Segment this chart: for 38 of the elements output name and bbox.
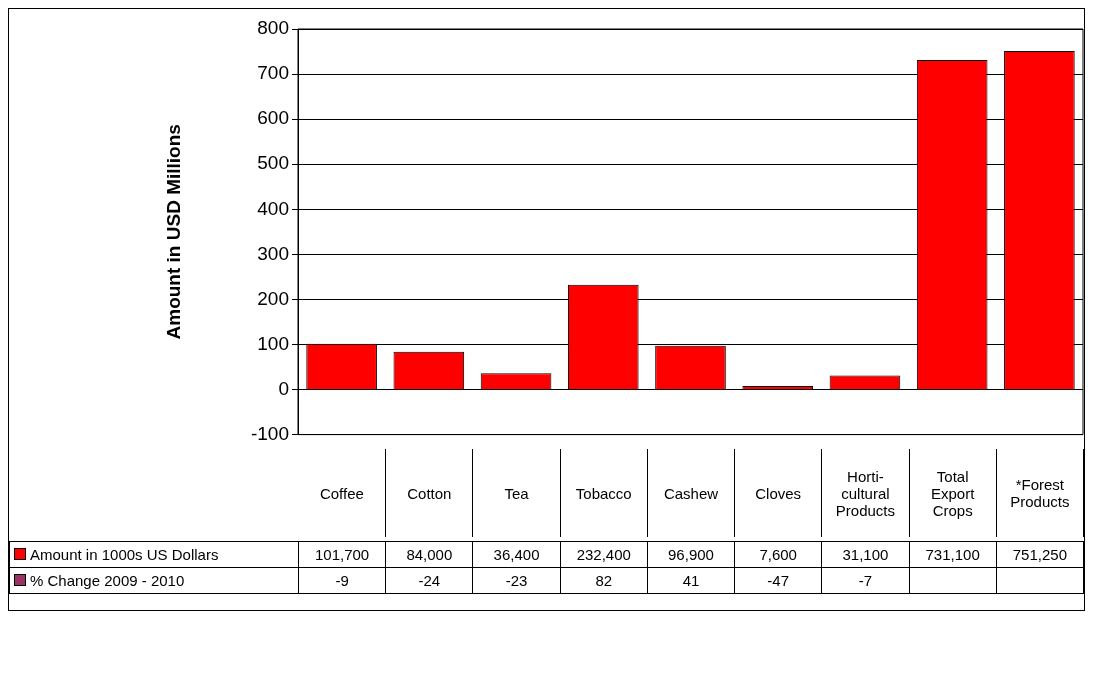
x-tick-label: *Forest Products: [1009, 476, 1071, 510]
y-tick-label: 300: [257, 242, 289, 264]
text: -23: [505, 572, 528, 589]
y-tick-label: 100: [257, 332, 289, 354]
y-tick-label: 200: [257, 287, 289, 309]
y-tick-label: 500: [257, 152, 289, 174]
text: 101,700: [298, 541, 386, 568]
text: 751,250: [996, 541, 1084, 568]
text: 41: [682, 572, 700, 589]
x-tick-label: Total Export Crops: [929, 467, 976, 519]
text: 96,900: [647, 541, 735, 568]
x-tick-label: Tobacco: [574, 484, 633, 502]
y-tick-label: 800: [257, 17, 289, 39]
y-tick-label: 600: [257, 107, 289, 129]
text: -47: [767, 572, 790, 589]
x-tick-label: Coffee: [318, 484, 365, 502]
y-axis-title: Amount in USD Millions: [162, 124, 184, 340]
text: 232,400: [560, 541, 648, 568]
text: 36,400: [472, 541, 561, 568]
x-tick-label: Horti-cultural Products: [834, 467, 896, 519]
y-tick-label: 0: [278, 377, 289, 399]
x-tick-label: Cloves: [754, 484, 803, 502]
text: 7,600: [734, 541, 822, 568]
text: 82: [595, 572, 613, 589]
text: 731,100: [909, 541, 997, 568]
text: -9: [335, 572, 349, 589]
text: -7: [858, 572, 873, 589]
text: 84,000: [385, 541, 473, 568]
y-tick-label: 700: [257, 62, 289, 84]
legend-label: % Change 2009 - 2010: [30, 572, 185, 589]
text: 31,100: [821, 541, 910, 568]
legend-label: Amount in 1000s US Dollars: [30, 546, 219, 563]
x-tick-label: Cotton: [406, 484, 453, 502]
text: -24: [418, 572, 441, 589]
y-tick-label: 400: [257, 197, 289, 219]
x-tick-label: Tea: [503, 484, 530, 502]
x-tick-label: Cashew: [662, 484, 720, 502]
y-tick-label: -100: [250, 422, 289, 444]
